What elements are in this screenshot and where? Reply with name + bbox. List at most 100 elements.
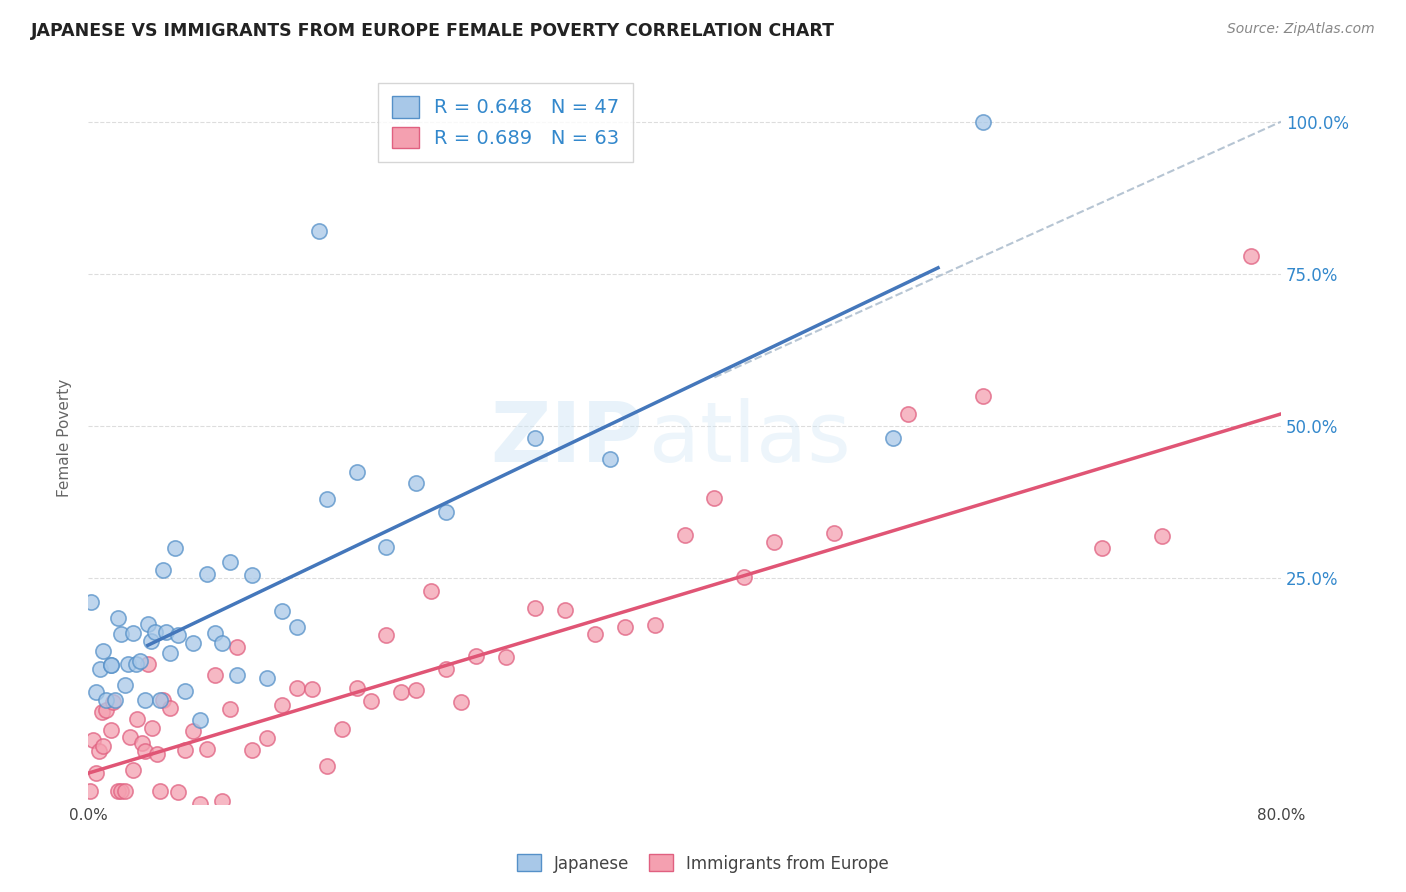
Point bbox=[554, 603, 576, 617]
Point bbox=[271, 604, 294, 618]
Point bbox=[100, 657, 122, 672]
Text: Source: ZipAtlas.com: Source: ZipAtlas.com bbox=[1227, 22, 1375, 37]
Point bbox=[211, 795, 233, 809]
Point bbox=[197, 567, 219, 582]
Point bbox=[1150, 529, 1173, 543]
Y-axis label: Female Poverty: Female Poverty bbox=[58, 379, 72, 498]
Point bbox=[149, 784, 172, 798]
Point bbox=[125, 657, 148, 672]
Point bbox=[136, 616, 159, 631]
Point bbox=[211, 636, 233, 650]
Point bbox=[114, 677, 136, 691]
Point bbox=[330, 722, 353, 736]
Point bbox=[204, 626, 226, 640]
Text: atlas: atlas bbox=[648, 398, 851, 479]
Point bbox=[127, 712, 149, 726]
Point bbox=[139, 633, 162, 648]
Point bbox=[240, 567, 263, 582]
Point bbox=[103, 696, 125, 710]
Point bbox=[420, 583, 443, 598]
Point bbox=[599, 451, 621, 466]
Point bbox=[218, 555, 240, 569]
Point bbox=[79, 784, 101, 798]
Point bbox=[91, 739, 114, 753]
Point bbox=[159, 646, 181, 660]
Point bbox=[131, 736, 153, 750]
Point bbox=[450, 695, 472, 709]
Point bbox=[107, 611, 129, 625]
Point bbox=[174, 743, 197, 757]
Point bbox=[141, 721, 163, 735]
Point bbox=[152, 693, 174, 707]
Point bbox=[129, 654, 152, 668]
Point bbox=[285, 681, 308, 695]
Point bbox=[375, 541, 398, 555]
Point bbox=[155, 625, 177, 640]
Point bbox=[256, 731, 278, 746]
Point bbox=[524, 600, 547, 615]
Text: ZIP: ZIP bbox=[491, 398, 643, 479]
Point bbox=[434, 661, 457, 675]
Point bbox=[94, 703, 117, 717]
Point bbox=[405, 682, 427, 697]
Point bbox=[823, 525, 845, 540]
Point bbox=[375, 627, 398, 641]
Point bbox=[583, 627, 606, 641]
Point bbox=[91, 644, 114, 658]
Text: JAPANESE VS IMMIGRANTS FROM EUROPE FEMALE POVERTY CORRELATION CHART: JAPANESE VS IMMIGRANTS FROM EUROPE FEMAL… bbox=[31, 22, 835, 40]
Point bbox=[301, 681, 323, 696]
Point bbox=[136, 657, 159, 671]
Point bbox=[226, 640, 249, 655]
Point bbox=[80, 595, 103, 609]
Point bbox=[84, 765, 107, 780]
Point bbox=[134, 744, 156, 758]
Point bbox=[89, 662, 111, 676]
Point bbox=[464, 649, 486, 664]
Point bbox=[226, 668, 249, 682]
Point bbox=[90, 705, 112, 719]
Point bbox=[495, 649, 517, 664]
Point bbox=[159, 700, 181, 714]
Point bbox=[104, 693, 127, 707]
Point bbox=[346, 681, 368, 695]
Point bbox=[972, 389, 994, 403]
Point bbox=[188, 797, 211, 811]
Point bbox=[673, 528, 696, 542]
Point bbox=[110, 784, 132, 798]
Point bbox=[188, 713, 211, 727]
Point bbox=[110, 627, 132, 641]
Point bbox=[360, 694, 382, 708]
Point bbox=[1240, 249, 1263, 263]
Point bbox=[118, 730, 141, 744]
Point bbox=[163, 541, 186, 555]
Point bbox=[100, 723, 122, 737]
Point bbox=[122, 763, 145, 777]
Point bbox=[524, 431, 547, 445]
Point bbox=[100, 658, 122, 673]
Point bbox=[204, 668, 226, 682]
Point bbox=[308, 224, 330, 238]
Point bbox=[315, 492, 337, 507]
Point bbox=[897, 407, 920, 421]
Point bbox=[285, 620, 308, 634]
Point bbox=[87, 744, 110, 758]
Point bbox=[152, 563, 174, 577]
Point bbox=[181, 636, 204, 650]
Point bbox=[256, 671, 278, 685]
Point bbox=[882, 431, 904, 445]
Point bbox=[434, 506, 457, 520]
Point bbox=[107, 784, 129, 798]
Point bbox=[315, 758, 337, 772]
Point bbox=[143, 625, 166, 640]
Point bbox=[122, 625, 145, 640]
Point bbox=[84, 685, 107, 699]
Point bbox=[166, 785, 188, 799]
Point bbox=[972, 114, 994, 128]
Point bbox=[613, 620, 636, 634]
Point bbox=[94, 693, 117, 707]
Point bbox=[134, 693, 156, 707]
Point bbox=[218, 702, 240, 716]
Legend: R = 0.648   N = 47, R = 0.689   N = 63: R = 0.648 N = 47, R = 0.689 N = 63 bbox=[378, 83, 633, 162]
Point bbox=[166, 628, 188, 642]
Point bbox=[703, 491, 725, 505]
